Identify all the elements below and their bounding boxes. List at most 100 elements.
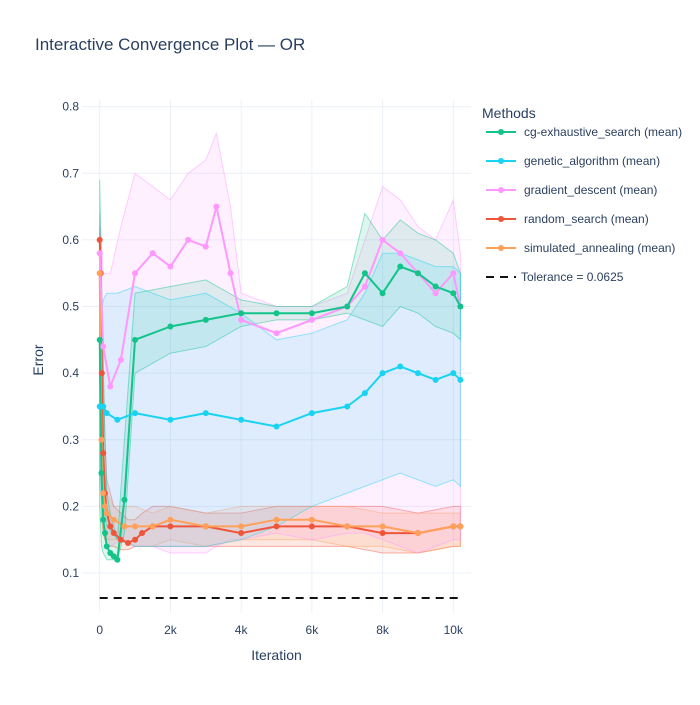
x-tick-labels: 0 2k 4k 6k 8k 10k — [96, 623, 464, 637]
point-cg-exhaustive-search-10 — [167, 323, 174, 330]
point-random-search-0 — [96, 236, 103, 243]
x-tick-label-4: 8k — [376, 623, 390, 637]
point-simulated-annealing-2 — [100, 490, 107, 497]
y-tick-labels: 0.1 0.2 0.3 0.4 0.5 0.6 0.7 0.8 — [62, 100, 79, 580]
point-genetic-algorithm-9 — [308, 410, 315, 417]
legend-marker-gradient-descent — [498, 187, 504, 193]
point-genetic-algorithm-2 — [103, 410, 110, 417]
point-gradient-descent-8 — [202, 243, 209, 250]
point-random-search-8 — [117, 536, 124, 543]
point-gradient-descent-4 — [132, 270, 139, 277]
point-gradient-descent-13 — [308, 316, 315, 323]
point-genetic-algorithm-11 — [361, 390, 368, 397]
point-cg-exhaustive-search-21 — [450, 290, 457, 297]
legend-items[interactable]: cg-exhaustive_search (mean) genetic_algor… — [486, 125, 682, 284]
point-random-search-6 — [107, 523, 114, 530]
legend-item-genetic-algorithm[interactable]: genetic_algorithm (mean) — [486, 154, 660, 168]
point-random-search-3 — [100, 450, 107, 457]
x-tick-label-1: 2k — [164, 623, 178, 637]
x-axis-title: Iteration — [251, 647, 302, 663]
point-simulated-annealing-16 — [414, 530, 421, 537]
legend-item-simulated-annealing[interactable]: simulated_annealing (mean) — [486, 241, 675, 255]
point-gradient-descent-1 — [100, 343, 107, 350]
point-cg-exhaustive-search-12 — [238, 310, 245, 317]
point-genetic-algorithm-10 — [344, 403, 351, 410]
band-random-search — [99, 226, 461, 554]
point-cg-exhaustive-search-18 — [397, 263, 404, 270]
point-simulated-annealing-14 — [344, 523, 351, 530]
point-gradient-descent-15 — [361, 283, 368, 290]
legend-item-random-search[interactable]: random_search (mean) — [486, 212, 649, 226]
y-tick-label-4: 0.5 — [62, 300, 79, 314]
point-genetic-algorithm-14 — [414, 370, 421, 377]
y-axis-title: Error — [30, 344, 46, 375]
band-genetic-algorithm — [99, 252, 461, 547]
point-genetic-algorithm-5 — [167, 416, 174, 423]
point-gradient-descent-7 — [185, 236, 192, 243]
point-gradient-descent-20 — [450, 270, 457, 277]
point-simulated-annealing-7 — [132, 523, 139, 530]
point-simulated-annealing-10 — [202, 523, 209, 530]
point-cg-exhaustive-search-14 — [308, 310, 315, 317]
point-random-search-11 — [139, 530, 146, 537]
point-random-search-17 — [308, 523, 315, 530]
point-simulated-annealing-12 — [273, 516, 280, 523]
point-cg-exhaustive-search-17 — [379, 290, 386, 297]
point-simulated-annealing-8 — [149, 523, 156, 530]
point-gradient-descent-2 — [107, 383, 114, 390]
point-cg-exhaustive-search-19 — [414, 270, 421, 277]
point-cg-exhaustive-search-3 — [101, 530, 108, 537]
band-layer — [99, 131, 461, 561]
point-cg-exhaustive-search-4 — [103, 543, 110, 550]
legend-item-gradient-descent[interactable]: gradient_descent (mean) — [486, 183, 657, 197]
x-tick-label-3: 6k — [306, 623, 320, 637]
point-cg-exhaustive-search-20 — [432, 283, 439, 290]
x-tick-label-5: 10k — [444, 623, 464, 637]
point-random-search-9 — [124, 540, 131, 547]
point-genetic-algorithm-6 — [202, 410, 209, 417]
point-random-search-16 — [273, 523, 280, 530]
y-tick-label-2: 0.3 — [62, 433, 79, 447]
point-gradient-descent-3 — [117, 356, 124, 363]
point-genetic-algorithm-1 — [100, 403, 107, 410]
point-gradient-descent-0 — [96, 250, 103, 257]
y-tick-label-7: 0.8 — [62, 100, 79, 114]
y-tick-label-6: 0.7 — [62, 166, 79, 180]
legend-item-tolerance[interactable]: Tolerance = 0.0625 — [486, 270, 624, 284]
legend-label-gradient-descent: gradient_descent (mean) — [524, 183, 657, 197]
legend-label-genetic-algorithm: genetic_algorithm (mean) — [524, 154, 660, 168]
point-genetic-algorithm-8 — [273, 423, 280, 430]
point-gradient-descent-17 — [397, 250, 404, 257]
point-simulated-annealing-13 — [308, 516, 315, 523]
point-simulated-annealing-17 — [450, 523, 457, 530]
legend-item-cg-exhaustive-search[interactable]: cg-exhaustive_search (mean) — [486, 125, 682, 139]
point-random-search-13 — [167, 523, 174, 530]
y-tick-label-1: 0.2 — [62, 499, 79, 513]
point-genetic-algorithm-13 — [397, 363, 404, 370]
chart-title: Interactive Convergence Plot — OR — [35, 35, 305, 54]
point-gradient-descent-6 — [167, 263, 174, 270]
point-simulated-annealing-5 — [110, 516, 117, 523]
point-cg-exhaustive-search-13 — [273, 310, 280, 317]
point-simulated-annealing-3 — [101, 503, 108, 510]
point-random-search-2 — [98, 370, 105, 377]
y-tick-label-3: 0.4 — [62, 366, 79, 380]
point-gradient-descent-16 — [379, 236, 386, 243]
point-simulated-annealing-18 — [457, 523, 464, 530]
legend-label-simulated-annealing: simulated_annealing (mean) — [524, 241, 675, 255]
point-cg-exhaustive-search-11 — [202, 316, 209, 323]
point-cg-exhaustive-search-0 — [96, 336, 103, 343]
x-tick-label-2: 4k — [235, 623, 249, 637]
point-genetic-algorithm-16 — [450, 370, 457, 377]
point-genetic-algorithm-4 — [132, 410, 139, 417]
legend[interactable]: Methods cg-exhaustive_search (mean) genet… — [482, 105, 682, 284]
point-cg-exhaustive-search-16 — [361, 270, 368, 277]
legend-marker-cg-exhaustive-search — [498, 129, 504, 135]
legend-marker-simulated-annealing — [498, 245, 504, 251]
x-tick-label-0: 0 — [96, 623, 103, 637]
point-gradient-descent-9 — [213, 203, 220, 210]
grid-layer — [82, 100, 471, 613]
point-cg-exhaustive-search-2 — [100, 516, 107, 523]
